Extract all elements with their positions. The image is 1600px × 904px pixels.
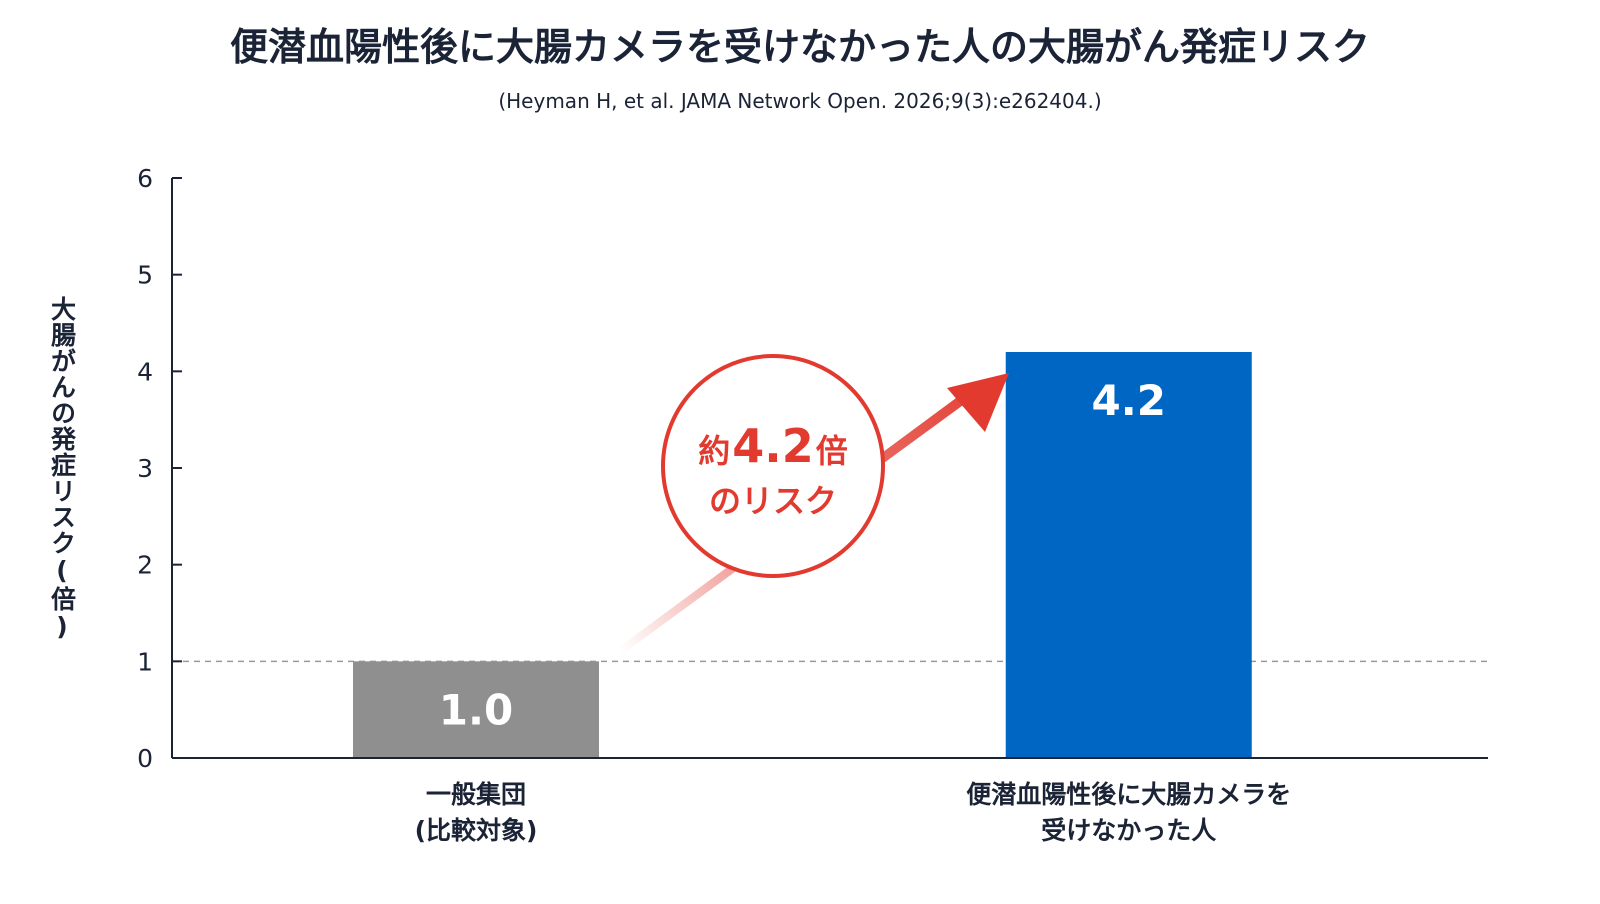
y-tick-label-3: 3 xyxy=(137,454,153,483)
arrow-head xyxy=(947,373,1009,432)
bar-value-label-2: 4.2 xyxy=(1092,376,1166,425)
y-axis-label: 大腸がんの発症リスク(倍) xyxy=(48,296,78,642)
category-label-2-line-1: 便潜血陽性後に大腸カメラを xyxy=(966,780,1291,809)
callout-line-1: 約4.2倍 xyxy=(698,419,848,473)
chart-title: 便潜血陽性後に大腸カメラを受けなかった人の大腸がん発症リスク xyxy=(230,25,1370,69)
callout-line-2: のリスク xyxy=(709,482,837,520)
callout-suffix: 倍 xyxy=(816,432,848,470)
callout-circle xyxy=(661,354,885,578)
category-label-2-line-2: 受けなかった人 xyxy=(1041,816,1216,845)
y-tick-label-2: 2 xyxy=(137,551,153,580)
y-tick-label-5: 5 xyxy=(137,261,153,290)
y-tick-label-0: 0 xyxy=(137,744,153,773)
bar-1 xyxy=(352,661,599,758)
y-tick-label-6: 6 xyxy=(137,164,153,193)
category-label-1-line-2: (比較対象) xyxy=(415,816,538,845)
bar-2 xyxy=(1005,352,1252,758)
callout-value: 4.2 xyxy=(732,419,814,473)
y-tick-label-1: 1 xyxy=(137,647,153,676)
callout-prefix: 約 xyxy=(698,432,730,470)
chart-subtitle: (Heyman H, et al. JAMA Network Open. 202… xyxy=(498,89,1101,113)
bar-value-label-1: 1.0 xyxy=(439,686,513,735)
y-tick-label-4: 4 xyxy=(137,357,153,386)
category-label-1-line-1: 一般集団 xyxy=(426,780,526,809)
